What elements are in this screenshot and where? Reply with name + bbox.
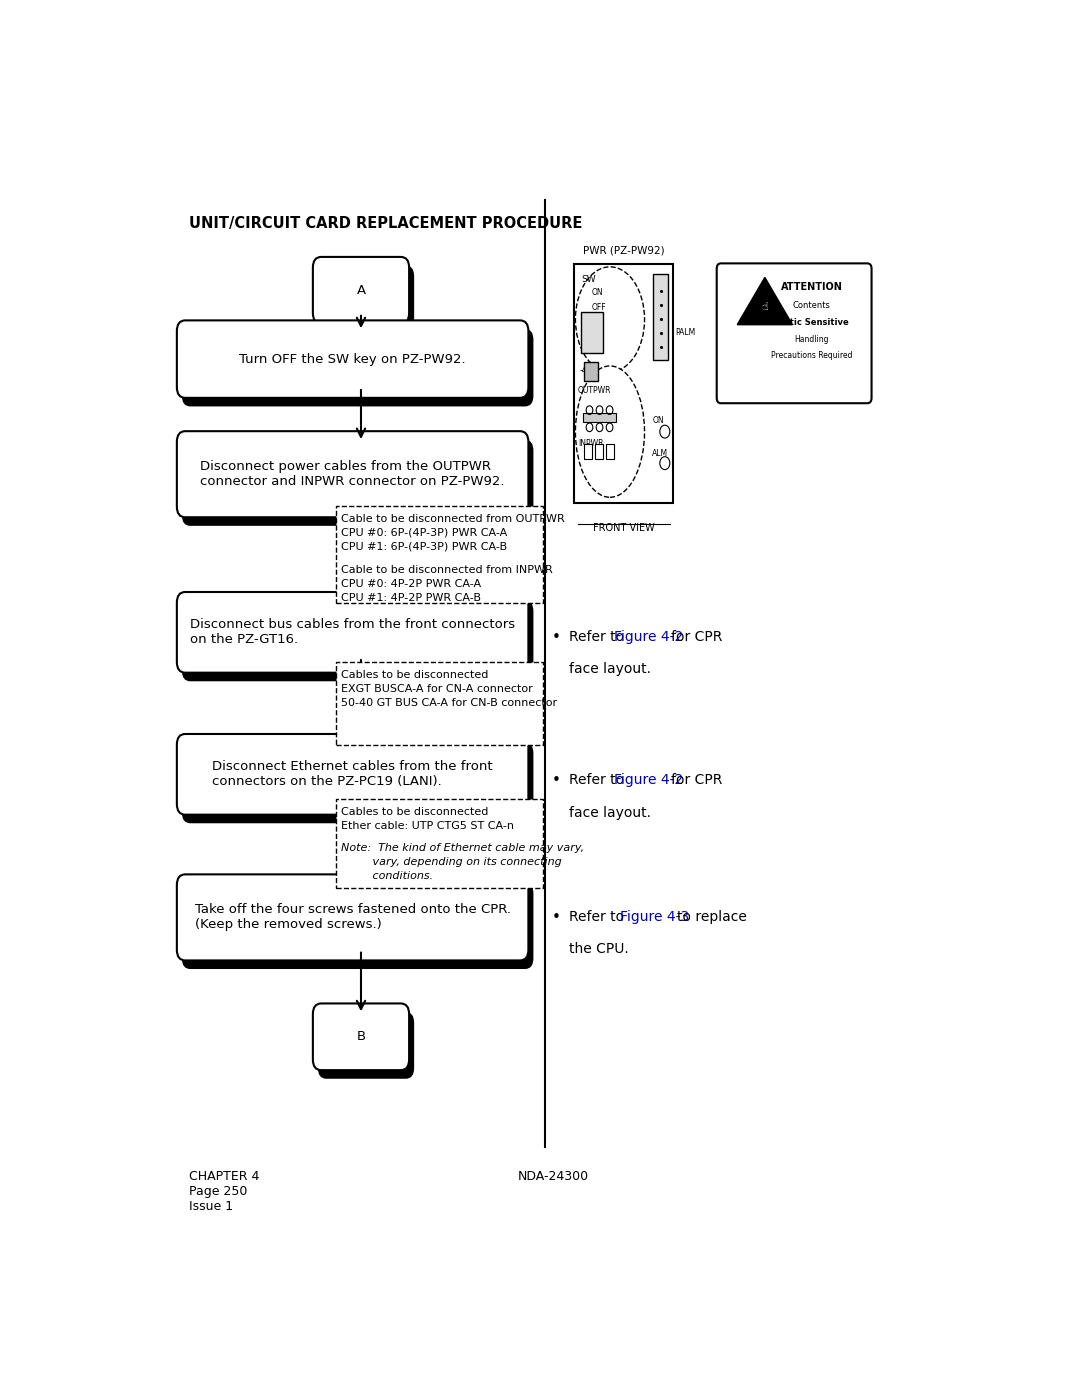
FancyBboxPatch shape [717,264,872,404]
Text: •: • [552,909,561,925]
Text: OFF: OFF [591,303,606,312]
Text: the CPU.: the CPU. [568,942,629,956]
FancyBboxPatch shape [177,875,528,960]
Text: for CPR: for CPR [671,630,723,644]
Text: Cable to be disconnected from OUTPWR: Cable to be disconnected from OUTPWR [341,514,565,524]
Text: CPU #1: 4P-2P PWR CA-B: CPU #1: 4P-2P PWR CA-B [341,592,481,602]
Text: ☝: ☝ [761,303,768,313]
Text: ALM: ALM [652,448,669,458]
Text: Refer to: Refer to [568,774,623,788]
FancyBboxPatch shape [177,592,528,673]
Text: FRONT VIEW: FRONT VIEW [593,522,654,532]
Text: Refer to: Refer to [568,909,629,923]
Text: Take off the four screws fastened onto the CPR.
(Keep the removed screws.): Take off the four screws fastened onto t… [194,904,511,932]
Text: A: A [356,284,365,296]
Text: Disconnect power cables from the OUTPWR
connector and INPWR connector on PZ-PW92: Disconnect power cables from the OUTPWR … [201,460,504,488]
Text: CHAPTER 4
Page 250
Issue 1: CHAPTER 4 Page 250 Issue 1 [189,1171,260,1213]
Text: Disconnect Ethernet cables from the front
connectors on the PZ-PC19 (LANI).: Disconnect Ethernet cables from the fron… [213,760,492,788]
Bar [336,507,543,604]
FancyBboxPatch shape [177,320,528,398]
Bar [336,799,543,888]
FancyBboxPatch shape [177,432,528,517]
Text: Figure 4-3: Figure 4-3 [620,909,689,923]
Text: Handling: Handling [795,335,829,345]
Text: for CPR: for CPR [671,774,723,788]
FancyBboxPatch shape [181,330,534,407]
Bar [606,444,613,460]
Text: UNIT/CIRCUIT CARD REPLACEMENT PROCEDURE: UNIT/CIRCUIT CARD REPLACEMENT PROCEDURE [189,217,583,231]
FancyBboxPatch shape [313,1003,409,1070]
Text: SW: SW [581,275,596,284]
Text: PWR (PZ-PW92): PWR (PZ-PW92) [583,246,664,256]
Text: •: • [552,630,561,645]
Text: Cables to be disconnected: Cables to be disconnected [341,806,488,817]
Text: Ether cable: UTP CTG5 ST CA-n: Ether cable: UTP CTG5 ST CA-n [341,820,514,831]
Text: ON: ON [652,416,664,425]
Bar [581,312,603,353]
FancyBboxPatch shape [181,601,534,682]
Text: vary, depending on its connecting: vary, depending on its connecting [341,858,562,868]
Text: ATTENTION: ATTENTION [781,282,842,292]
FancyBboxPatch shape [318,1011,414,1078]
Ellipse shape [576,267,645,372]
Text: conditions.: conditions. [341,872,433,882]
Text: face layout.: face layout. [568,806,650,820]
Text: Static Sensitive: Static Sensitive [774,319,849,327]
Text: OUTPWR: OUTPWR [578,386,611,395]
Bar [583,414,617,422]
Text: Refer to: Refer to [568,630,623,644]
Bar [336,662,543,745]
Text: Figure 4-2: Figure 4-2 [615,630,684,644]
Text: face layout.: face layout. [568,662,650,676]
FancyBboxPatch shape [181,440,534,525]
FancyBboxPatch shape [313,257,409,324]
Text: EXGT BUSCA-A for CN-A connector: EXGT BUSCA-A for CN-A connector [341,685,532,694]
FancyBboxPatch shape [181,743,534,823]
Text: Cable to be disconnected from INPWR: Cable to be disconnected from INPWR [341,564,553,574]
Bar [595,444,603,460]
Text: CPU #1: 6P-(4P-3P) PWR CA-B: CPU #1: 6P-(4P-3P) PWR CA-B [341,542,507,552]
Bar [653,274,669,360]
Text: -48V: -48V [580,366,597,374]
Text: 50-40 GT BUS CA-A for CN-B connector: 50-40 GT BUS CA-A for CN-B connector [341,698,557,708]
Text: ON: ON [591,288,603,298]
Text: CPU #0: 6P-(4P-3P) PWR CA-A: CPU #0: 6P-(4P-3P) PWR CA-A [341,528,508,538]
Ellipse shape [576,366,645,497]
Text: Turn OFF the SW key on PZ-PW92.: Turn OFF the SW key on PZ-PW92. [240,352,465,366]
Text: PALM: PALM [675,328,696,337]
Polygon shape [738,278,793,324]
Text: Precautions Required: Precautions Required [771,351,852,359]
Text: Disconnect bus cables from the front connectors
on the PZ-GT16.: Disconnect bus cables from the front con… [190,619,515,647]
Text: NDA-24300: NDA-24300 [518,1171,589,1183]
FancyBboxPatch shape [181,883,534,970]
Text: •: • [552,774,561,788]
Text: INPWR: INPWR [578,439,604,448]
Text: B: B [356,1031,365,1044]
Bar [584,444,592,460]
Bar [584,362,598,381]
Text: Contents: Contents [793,300,831,310]
Text: to replace: to replace [677,909,746,923]
Text: Figure 4-2: Figure 4-2 [615,774,684,788]
Text: Note:  The kind of Ethernet cable may vary,: Note: The kind of Ethernet cable may var… [341,844,584,854]
FancyBboxPatch shape [177,733,528,814]
FancyBboxPatch shape [318,265,414,332]
Text: Cables to be disconnected: Cables to be disconnected [341,671,488,680]
Text: CPU #0: 4P-2P PWR CA-A: CPU #0: 4P-2P PWR CA-A [341,578,481,588]
Bar [575,264,673,503]
